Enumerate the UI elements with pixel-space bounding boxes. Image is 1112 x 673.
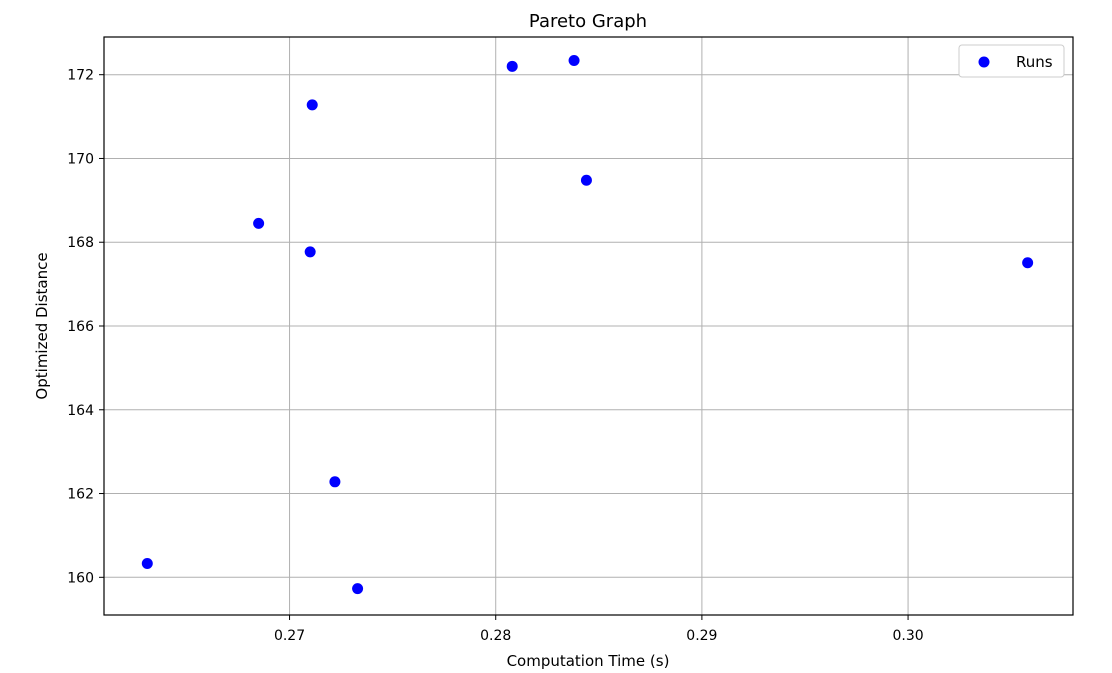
y-tick-label: 168 [67, 235, 94, 251]
data-point [580, 174, 592, 186]
x-tick-label: 0.27 [274, 628, 305, 644]
legend-box [958, 44, 1065, 78]
x-tick-label: 0.30 [892, 628, 923, 644]
data-point [568, 54, 580, 66]
data-point [1022, 257, 1034, 269]
x-axis-ticks: 0.27 0.28 0.29 0.30 [274, 615, 924, 644]
y-tick-label: 172 [67, 68, 94, 84]
y-axis-label: Optimized Distance [33, 252, 51, 399]
x-tick-label: 0.28 [480, 628, 511, 644]
legend-marker [978, 56, 990, 68]
grid-lines [104, 37, 1073, 615]
legend: Runs [958, 44, 1065, 78]
data-point [329, 476, 341, 488]
data-point [306, 99, 318, 111]
x-tick-label: 0.29 [686, 628, 717, 644]
y-tick-label: 164 [67, 403, 94, 419]
data-point [506, 60, 518, 72]
x-axis-label: Computation Time (s) [507, 652, 670, 670]
y-tick-label: 162 [67, 487, 94, 503]
legend-label-runs: Runs [1016, 53, 1053, 71]
data-point [253, 217, 265, 229]
y-tick-label: 166 [67, 319, 94, 335]
data-points [141, 54, 1034, 595]
y-axis-ticks: 160 162 164 166 168 170 172 [67, 68, 104, 586]
y-tick-label: 160 [67, 570, 94, 586]
y-tick-label: 170 [67, 151, 94, 167]
data-point [352, 583, 364, 595]
data-point [304, 246, 316, 258]
chart-title: Pareto Graph [529, 11, 647, 32]
data-point [141, 557, 153, 569]
